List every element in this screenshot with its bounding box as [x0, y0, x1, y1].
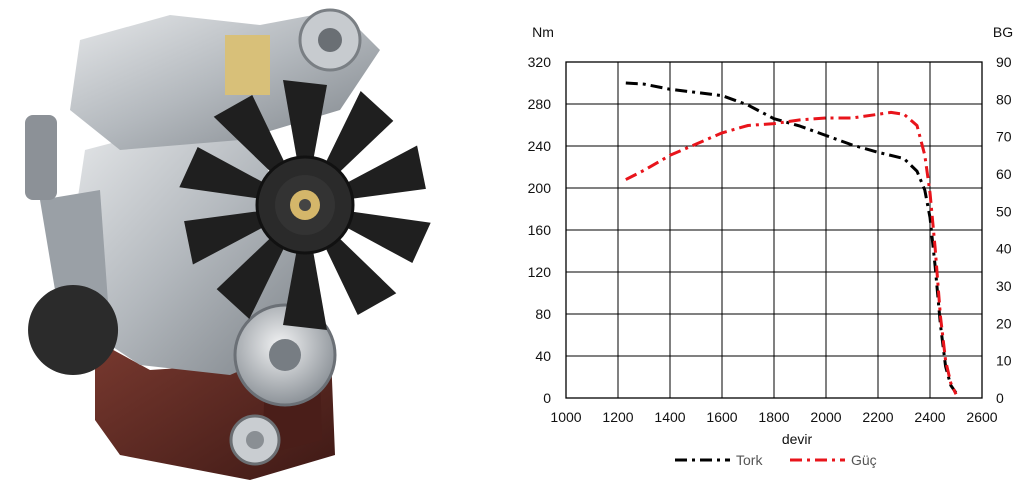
y-right-tick-label: 40 [996, 241, 1012, 257]
x-tick-label: 1600 [706, 409, 737, 425]
x-tick-label: 2200 [862, 409, 893, 425]
series-line-guc [625, 110, 958, 395]
chart-grid [565, 61, 983, 399]
x-tick-label: 1800 [758, 409, 789, 425]
y-left-tick-label: 0 [543, 390, 551, 406]
y-right-tick-label: 0 [996, 390, 1004, 406]
x-tick-label: 1400 [654, 409, 685, 425]
chart-series [625, 81, 958, 395]
y-right-tick-label: 20 [996, 315, 1012, 331]
y-right-tick-label: 60 [996, 166, 1012, 182]
y-left-axis-ticks: 0 40 80 120 160 200 240 280 320 [528, 54, 552, 406]
y-left-tick-label: 160 [528, 222, 552, 238]
x-tick-label: 1200 [602, 409, 633, 425]
legend-label-tork: Tork [736, 452, 763, 468]
x-tick-label: 2400 [914, 409, 945, 425]
y-left-tick-label: 120 [528, 264, 552, 280]
y-right-axis-label: BG [993, 24, 1013, 40]
y-left-axis-label: Nm [532, 24, 554, 40]
y-left-tick-label: 40 [535, 348, 551, 364]
y-right-tick-label: 30 [996, 278, 1012, 294]
legend-label-guc: Güç [851, 452, 877, 468]
x-axis-ticks: 1000 1200 1400 1600 1800 2000 2200 2400 2600 [550, 409, 997, 425]
y-left-tick-label: 280 [528, 96, 552, 112]
series-line-tork [625, 81, 958, 394]
x-tick-label: 2000 [810, 409, 841, 425]
y-right-tick-label: 50 [996, 203, 1012, 219]
y-right-tick-label: 10 [996, 353, 1012, 369]
crank-pulley [233, 303, 337, 407]
y-right-tick-label: 70 [996, 129, 1012, 145]
chart-legend: Tork Güç [675, 452, 877, 468]
y-left-tick-label: 320 [528, 54, 552, 70]
x-tick-label: 2600 [966, 409, 997, 425]
y-left-tick-label: 80 [535, 306, 551, 322]
y-right-tick-label: 80 [996, 91, 1012, 107]
x-tick-label: 1000 [550, 409, 581, 425]
y-right-tick-label: 90 [996, 54, 1012, 70]
y-left-tick-label: 200 [528, 180, 552, 196]
cooling-fan [179, 80, 431, 330]
y-right-axis-ticks: 0 10 20 30 40 50 60 70 80 90 [996, 54, 1012, 406]
x-axis-label: devir [782, 431, 813, 447]
engine-illustration [25, 8, 431, 480]
y-left-tick-label: 240 [528, 138, 552, 154]
